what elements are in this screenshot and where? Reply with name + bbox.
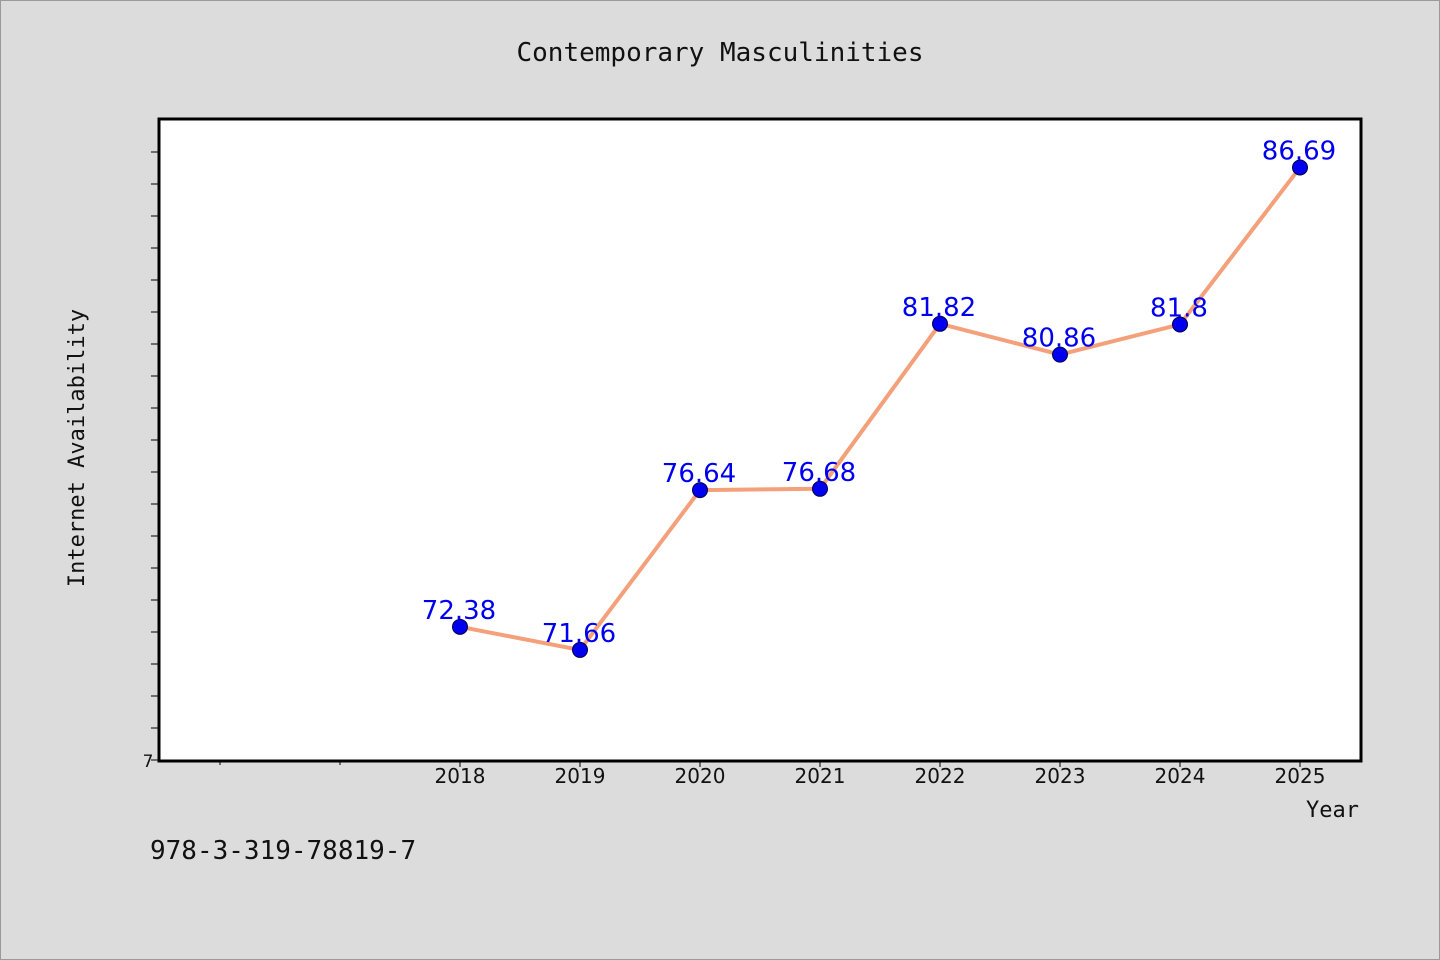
x-axis-ticks: 2018 2019 2020 2021 2022 2023 2024 2025 xyxy=(219,761,1326,788)
footer-isbn: 978-3-319-78819-7 xyxy=(150,836,417,866)
data-label: 72.38 xyxy=(422,596,496,626)
chart-title: Contemporary Masculinities xyxy=(517,38,924,68)
data-label: 76.68 xyxy=(782,458,856,488)
data-point xyxy=(1172,316,1188,333)
data-point xyxy=(1052,346,1068,363)
series-line xyxy=(458,165,1302,652)
x-tick-label: 2020 xyxy=(675,764,726,788)
data-label: 76.64 xyxy=(662,459,736,489)
data-label: 81.82 xyxy=(902,293,976,323)
data-point xyxy=(692,482,708,499)
data-point xyxy=(572,641,588,658)
data-label: 80.86 xyxy=(1022,324,1096,354)
data-point xyxy=(812,480,828,497)
x-tick-label: 2019 xyxy=(555,764,606,788)
y-axis-ticks xyxy=(151,151,159,761)
x-tick-label: 2024 xyxy=(1155,764,1206,788)
x-tick-label: 2022 xyxy=(915,764,966,788)
y-axis-label: Internet Availability xyxy=(65,309,90,587)
x-tick-label: 2021 xyxy=(795,764,846,788)
data-point xyxy=(452,618,468,635)
x-tick-label: 2023 xyxy=(1035,764,1086,788)
x-tick-label: 2018 xyxy=(435,764,486,788)
y-tick-label: 7 xyxy=(143,752,154,772)
plot-area xyxy=(157,117,1363,763)
data-point xyxy=(1292,159,1308,176)
data-point xyxy=(932,315,948,332)
data-label: 71.66 xyxy=(542,619,616,649)
x-axis-label: Year xyxy=(1306,798,1359,823)
series-line-group: 72.38 71.66 76.64 76.68 81.82 80.86 81.8 86.69 xyxy=(422,136,1336,658)
data-label: 81.8 xyxy=(1150,293,1208,323)
data-label: 86.69 xyxy=(1262,136,1336,166)
x-tick-label: 2025 xyxy=(1275,764,1326,788)
